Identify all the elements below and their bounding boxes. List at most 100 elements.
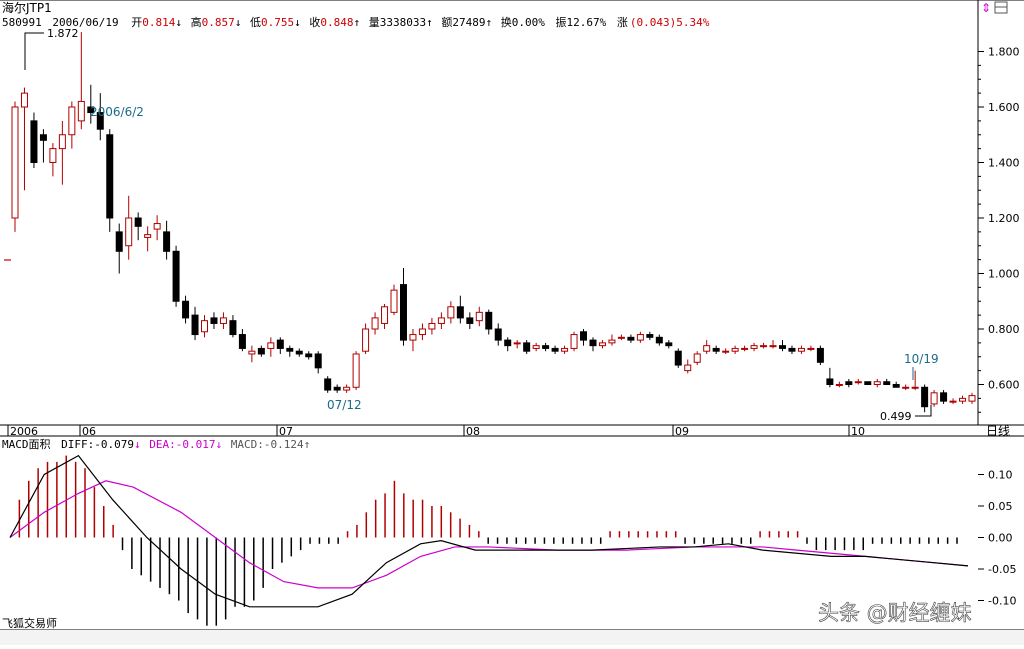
candle-body: [295, 350, 303, 355]
candle-87: [835, 381, 843, 388]
candle-body: [504, 339, 512, 347]
price-tick-label-1: 1.600: [988, 101, 1020, 114]
price-tick-label-4: 1.000: [988, 268, 1020, 281]
annotation-low-leader: [915, 405, 932, 417]
candle-77: [741, 345, 749, 352]
candle-82: [788, 345, 796, 354]
candlesticks: [11, 32, 976, 413]
candle-12: [125, 195, 133, 260]
candle-72: [693, 351, 701, 366]
main-title: 海尔JTP1: [2, 0, 52, 15]
candle-body: [712, 347, 720, 352]
candle-56: [542, 342, 550, 352]
scroll-arrows-icon[interactable]: ⇕: [981, 1, 991, 15]
app-name: 飞狐交易师: [2, 616, 57, 630]
candle-body: [513, 342, 521, 345]
candle-62: [598, 340, 606, 349]
candle-body: [580, 331, 588, 341]
annotation-date-2: 07/12: [327, 398, 362, 412]
info-amount-arrow: ↑: [485, 16, 492, 29]
candle-body: [741, 347, 749, 350]
candle-85: [816, 345, 824, 366]
candle-body: [229, 320, 237, 336]
macd-tick-label-0: 0.10: [988, 469, 1013, 482]
info-high: 0.857: [202, 16, 235, 29]
candle-83: [797, 345, 805, 354]
candle-body: [20, 92, 28, 108]
candle-53: [513, 340, 521, 349]
date-label-2: 06: [82, 425, 96, 438]
candle-58: [561, 345, 569, 354]
candle-2: [30, 112, 38, 169]
annotation-low: 0.499: [880, 405, 932, 423]
candle-body: [873, 381, 881, 386]
candle-75: [722, 348, 730, 354]
candle-body: [125, 217, 133, 247]
candle-5: [58, 120, 66, 185]
info-volume-label: 量: [369, 16, 380, 29]
candle-body: [381, 306, 389, 324]
candle-97: [930, 390, 938, 407]
info-amplitude: 12.67%: [566, 16, 606, 29]
candle-41: [399, 267, 407, 346]
candle-93: [892, 381, 900, 388]
window-toggle-icon[interactable]: [994, 1, 1008, 14]
info-close: 0.848: [320, 16, 353, 29]
candle-body: [902, 386, 910, 389]
candle-body: [191, 314, 199, 336]
candle-6: [68, 101, 76, 149]
candle-body: [447, 306, 455, 319]
info-close-label: 收: [309, 15, 320, 29]
candle-10: [106, 129, 114, 232]
date-label-1: 2006: [10, 425, 38, 438]
candle-body: [390, 289, 398, 313]
candle-body: [324, 378, 332, 391]
macd-diff-arrow: ↓: [134, 438, 141, 451]
macd-ticks: 0.10 0.05 0.00 -0.05 -0.10: [978, 469, 1016, 608]
candle-81: [778, 340, 786, 352]
candle-body: [551, 347, 559, 352]
price-tick-label-0: 1.800: [988, 46, 1020, 59]
candle-68: [655, 334, 663, 346]
candle-body: [134, 217, 142, 227]
candle-body: [257, 347, 265, 355]
candle-body: [561, 347, 569, 352]
candle-42: [409, 329, 417, 352]
info-change-label: 涨: [617, 16, 628, 29]
candle-body: [684, 364, 692, 372]
candle-0: [11, 101, 19, 232]
candle-body: [731, 347, 739, 352]
candle-23: [229, 315, 237, 338]
info-close-arrow: ↑: [353, 16, 360, 29]
info-open-label: 开: [131, 16, 142, 29]
period-label[interactable]: 日线: [986, 424, 1010, 438]
candle-body: [428, 322, 436, 330]
candle-22: [219, 312, 227, 329]
candle-38: [371, 312, 379, 335]
info-low-label: 低: [250, 16, 261, 29]
info-high-label: 高: [191, 15, 202, 29]
candle-60: [580, 329, 588, 346]
candle-body: [172, 250, 180, 302]
candle-body: [418, 328, 426, 336]
candle-96: [921, 384, 929, 413]
candle-46: [447, 301, 455, 324]
candle-body: [201, 320, 209, 333]
candle-body: [475, 311, 483, 322]
candle-body: [845, 381, 853, 386]
candle-body: [248, 350, 256, 355]
candle-body: [816, 347, 824, 363]
candle-88: [845, 378, 853, 388]
candle-78: [750, 342, 758, 352]
candle-36: [352, 351, 360, 391]
ohlc-info-bar: 580991 2006/06/19 开0.814↓ 高0.857↓ 低0.755…: [2, 15, 710, 29]
candle-body: [797, 347, 805, 352]
candle-67: [646, 331, 654, 341]
candle-body: [399, 284, 407, 341]
candle-9: [96, 93, 104, 141]
candle-body: [276, 339, 284, 349]
candle-18: [182, 295, 190, 324]
macd-macd-label: MACD:: [231, 438, 264, 451]
candle-body: [570, 334, 578, 349]
candle-16: [163, 220, 171, 260]
